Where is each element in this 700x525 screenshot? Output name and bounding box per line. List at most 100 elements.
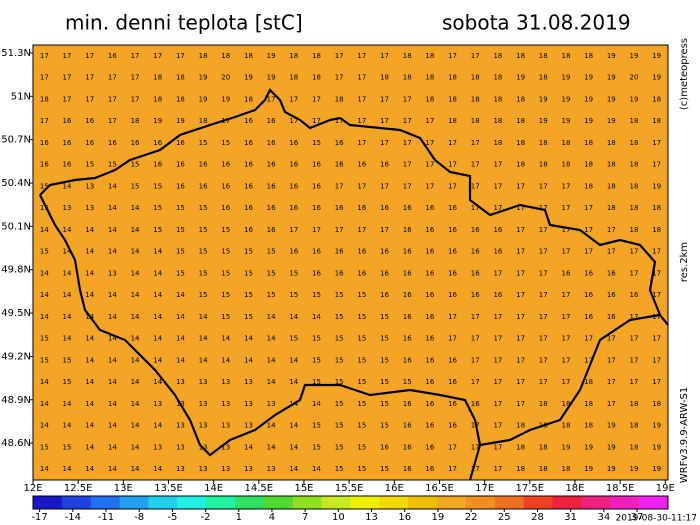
cell-value: 15	[357, 335, 366, 343]
cell-value: 15	[199, 139, 208, 147]
cell-value: 14	[63, 335, 72, 343]
cell-value: 14	[40, 226, 49, 234]
colorbar-swatch	[581, 496, 611, 509]
cell-value: 16	[153, 139, 162, 147]
cell-value: 16	[153, 161, 162, 169]
cell-value: 16	[131, 139, 140, 147]
cell-value: 14	[108, 443, 117, 451]
colorbar-label: 22	[465, 512, 478, 523]
cell-value: 14	[40, 422, 49, 430]
cell-value: 14	[153, 291, 162, 299]
cell-value: 17	[380, 95, 389, 103]
cell-value: 16	[425, 226, 434, 234]
cell-value: 14	[153, 465, 162, 473]
cell-value: 15	[221, 313, 230, 321]
cell-value: 17	[584, 356, 593, 364]
cell-value: 14	[221, 335, 230, 343]
colorbar-swatch	[523, 496, 554, 509]
cell-value: 16	[289, 182, 298, 190]
colorbar-swatch	[119, 496, 149, 509]
cell-value: 18	[561, 52, 570, 60]
cell-value: 16	[221, 182, 230, 190]
cell-value: 18	[516, 139, 525, 147]
cell-value: 14	[40, 400, 49, 408]
cell-value: 18	[607, 182, 616, 190]
colorbar-label: -5	[167, 512, 177, 523]
cell-value: 15	[312, 443, 321, 451]
cell-value: 16	[425, 422, 434, 430]
cell-value: 17	[153, 52, 162, 60]
cell-value: 17	[471, 161, 480, 169]
cell-value: 16	[108, 52, 117, 60]
cell-value: 15	[335, 443, 344, 451]
cell-value: 14	[108, 335, 117, 343]
colorbar-label: -11	[98, 512, 114, 523]
cell-value: 17	[289, 95, 298, 103]
cell-value: 15	[108, 161, 117, 169]
cell-value: 18	[539, 139, 548, 147]
cell-value: 17	[357, 182, 366, 190]
cell-value: 16	[176, 139, 185, 147]
cell-value: 17	[40, 52, 49, 60]
cell-value: 15	[357, 291, 366, 299]
cell-value: 17	[471, 139, 480, 147]
cell-value: 14	[85, 269, 94, 277]
colorbar-swatch	[177, 496, 207, 509]
cell-value: 13	[108, 269, 117, 277]
cell-value: 16	[425, 269, 434, 277]
cell-value: 16	[289, 161, 298, 169]
cell-value: 15	[221, 269, 230, 277]
cell-value: 14	[131, 226, 140, 234]
cell-value: 15	[176, 248, 185, 256]
cell-value: 14	[131, 291, 140, 299]
cell-value: 13	[199, 465, 208, 473]
cell-value: 13	[221, 378, 230, 386]
cell-value: 18	[561, 161, 570, 169]
cell-value: 17	[448, 182, 457, 190]
cell-value: 14	[199, 356, 208, 364]
cell-value: 19	[652, 182, 661, 190]
cell-value: 18	[153, 95, 162, 103]
cell-value: 18	[493, 139, 502, 147]
cell-value: 18	[516, 95, 525, 103]
cell-value: 15	[176, 269, 185, 277]
cell-value: 15	[153, 204, 162, 212]
cell-value: 14	[131, 422, 140, 430]
cell-value: 14	[108, 226, 117, 234]
cell-value: 16	[448, 248, 457, 256]
cell-value: 16	[425, 378, 434, 386]
cell-value: 15	[312, 291, 321, 299]
cell-value: 14	[108, 378, 117, 386]
x-tick-label: 14E	[204, 483, 223, 494]
cell-value: 14	[153, 422, 162, 430]
cell-value: 14	[267, 378, 276, 386]
cell-value: 16	[244, 139, 253, 147]
cell-value: 16	[267, 226, 276, 234]
cell-value: 13	[153, 443, 162, 451]
cell-value: 17	[539, 378, 548, 386]
cell-value: 16	[244, 226, 253, 234]
cell-value: 17	[131, 95, 140, 103]
cell-value: 14	[199, 313, 208, 321]
cell-value: 14	[131, 378, 140, 386]
cell-value: 16	[380, 291, 389, 299]
cell-value: 17	[425, 182, 434, 190]
cell-value: 18	[630, 226, 639, 234]
cell-value: 14	[63, 313, 72, 321]
cell-value: 17	[652, 378, 661, 386]
cell-value: 15	[289, 269, 298, 277]
y-tick-label: 50.1N	[1, 221, 31, 232]
cell-value: 17	[493, 356, 502, 364]
cell-value: 19	[267, 74, 276, 82]
cell-value: 16	[425, 356, 434, 364]
cell-value: 17	[539, 356, 548, 364]
cell-value: 18	[584, 400, 593, 408]
cell-value: 16	[493, 226, 502, 234]
cell-value: 15	[199, 226, 208, 234]
cell-value: 15	[85, 161, 94, 169]
cell-value: 18	[607, 139, 616, 147]
cell-value: 17	[448, 313, 457, 321]
cell-value: 14	[63, 182, 72, 190]
cell-value: 19	[584, 443, 593, 451]
